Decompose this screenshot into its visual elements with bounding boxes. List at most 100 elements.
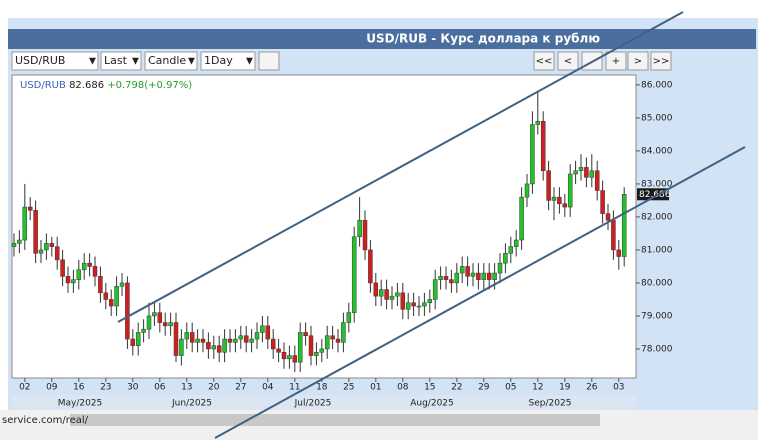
dropdown[interactable]: [11, 51, 99, 71]
candle-body: [465, 266, 470, 277]
candle-body: [308, 335, 314, 356]
candle-body: [443, 276, 449, 280]
dropdown[interactable]: [100, 51, 142, 71]
candle-body: [459, 266, 465, 274]
candle-body: [497, 262, 503, 274]
candle-body: [103, 292, 109, 300]
candle-body: [449, 279, 454, 284]
nav-button[interactable]: [605, 51, 627, 71]
x-tick-label: 03: [613, 383, 624, 393]
x-tick-label: 01: [370, 383, 381, 393]
candle-body: [243, 335, 249, 343]
candle-body: [152, 312, 157, 317]
x-tick-label: 05: [505, 383, 516, 393]
candle-body: [384, 289, 389, 300]
nav-button[interactable]: [650, 51, 672, 71]
candle-body: [130, 338, 136, 346]
candle-body: [368, 249, 373, 284]
legend-symbol: USD/RUB: [20, 80, 66, 91]
x-tick-label: 02: [19, 383, 30, 393]
dropdown[interactable]: [200, 51, 256, 71]
legend-last: 82.686: [69, 80, 104, 91]
candle-body: [206, 342, 211, 350]
candle-body: [395, 292, 400, 297]
dropdown[interactable]: [144, 51, 198, 71]
x-tick-label: 11: [289, 383, 300, 393]
candle-body: [114, 285, 119, 307]
candle-body: [400, 292, 406, 310]
month-label: Jul/2025: [294, 399, 332, 409]
candle-body: [378, 289, 384, 297]
candle-body: [422, 302, 427, 307]
x-tick-label: 20: [208, 383, 220, 393]
candle-body: [616, 249, 622, 257]
candle-body: [189, 332, 195, 343]
candle-body: [141, 328, 146, 333]
nav-button[interactable]: [627, 51, 649, 71]
candle-body: [292, 355, 298, 363]
candle-body: [60, 259, 65, 277]
candle-body: [470, 272, 476, 277]
dropdown-label: Candle: [148, 54, 186, 67]
nav-button[interactable]: [533, 51, 555, 71]
settings-icon[interactable]: [258, 51, 280, 71]
candle-body: [578, 167, 584, 171]
candle-body: [211, 345, 217, 350]
candle-body: [362, 219, 368, 251]
candle-body: [81, 262, 87, 270]
candle-body: [222, 338, 227, 353]
candle-body: [71, 279, 76, 284]
status-url: service.com/real/: [2, 415, 89, 426]
candle-body: [357, 219, 362, 237]
y-tick-label: 86.000: [641, 80, 673, 90]
candle-body: [513, 239, 519, 247]
candle-body: [173, 322, 179, 356]
dropdown-arrow: ▼: [132, 57, 139, 67]
nav-button[interactable]: [557, 51, 579, 71]
x-tick-label: 29: [478, 383, 490, 393]
candle-body: [562, 203, 568, 208]
candle-body: [330, 335, 335, 340]
candle-body: [297, 332, 303, 363]
y-tick-label: 80.000: [641, 278, 673, 288]
x-tick-label: 18: [316, 383, 328, 393]
x-tick-label: 22: [451, 383, 462, 393]
x-tick-label: 13: [181, 383, 192, 393]
header-title: USD/RUB - Курс доллара к рублю: [366, 32, 600, 46]
candle-body: [584, 167, 589, 178]
candle-body: [157, 312, 163, 323]
y-tick-label: 79.000: [641, 311, 673, 321]
candle-body: [33, 210, 38, 254]
candle-body: [11, 243, 17, 247]
candle-body: [524, 183, 530, 198]
candle-body: [270, 338, 276, 350]
y-tick-label: 82.000: [641, 212, 673, 222]
candle-body: [233, 338, 238, 343]
candle-body: [260, 325, 265, 333]
y-tick-label: 84.000: [641, 146, 673, 156]
candle-body: [438, 276, 443, 280]
candle-body: [411, 302, 416, 307]
candle-body: [605, 213, 611, 221]
candle-body: [49, 243, 55, 247]
candle-body: [184, 332, 190, 340]
candle-body: [281, 352, 287, 360]
candle-body: [346, 312, 352, 323]
candle-body: [530, 124, 535, 185]
month-label: Aug/2025: [410, 399, 454, 409]
candle-body: [519, 196, 524, 241]
candle-body: [108, 299, 114, 307]
candle-body: [508, 246, 514, 254]
candle-body: [249, 338, 254, 343]
candle-body: [162, 322, 168, 327]
nav-button-label: <: [564, 56, 572, 67]
candle-body: [567, 173, 573, 208]
candle-body: [551, 196, 557, 201]
x-tick-label: 23: [100, 383, 111, 393]
candle-body: [621, 194, 627, 257]
candle-body: [341, 322, 346, 343]
candle-body: [540, 120, 546, 171]
candle-body: [44, 243, 49, 251]
candle-body: [287, 355, 292, 360]
